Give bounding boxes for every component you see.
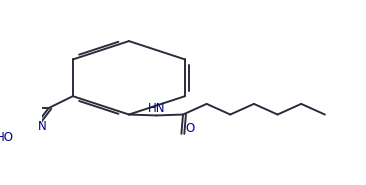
Text: N: N	[37, 120, 46, 133]
Text: HN: HN	[148, 102, 165, 115]
Text: HO: HO	[0, 131, 14, 144]
Text: O: O	[185, 122, 194, 135]
